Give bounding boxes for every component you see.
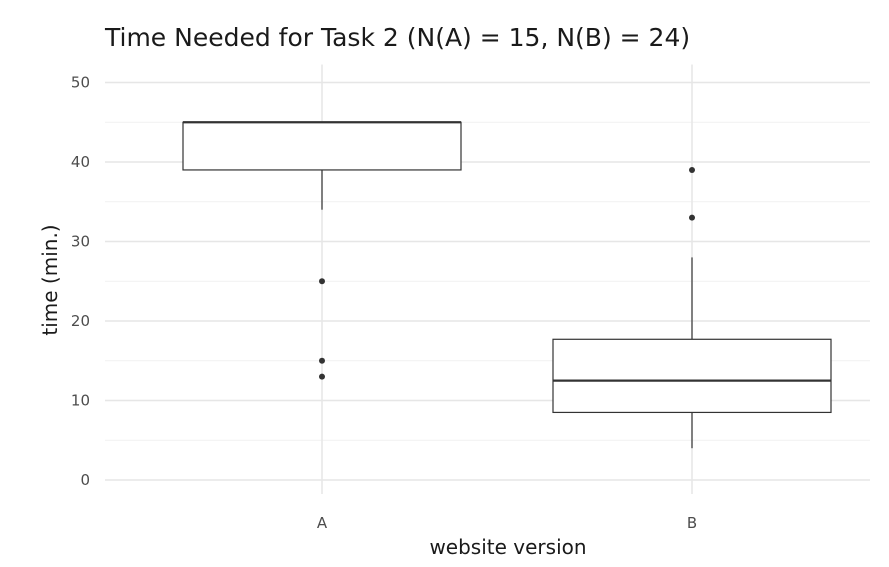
outlier-point [689,214,695,221]
chart-title: Time Needed for Task 2 (N(A) = 15, N(B) … [104,23,690,52]
y-tick-label: 30 [71,233,90,251]
x-axis-title: website version [429,535,586,559]
box-group-A [182,121,462,380]
outlier-point [319,278,325,285]
y-axis-title: time (min.) [38,224,62,335]
iqr-box [182,121,462,171]
x-tick-label: A [317,514,328,532]
y-tick-label: 40 [71,153,90,171]
y-tick-label: 20 [71,312,90,330]
y-tick-label: 50 [71,74,90,92]
outlier-point [319,373,325,380]
outlier-point [319,357,325,364]
box-group-B [552,166,832,449]
x-tick-label: B [687,514,697,532]
iqr-box [552,338,832,414]
y-tick-label: 10 [71,392,90,410]
outlier-point [689,166,695,173]
y-tick-labels: 0 10 20 30 40 50 [71,74,90,490]
y-tick-label: 0 [80,471,90,489]
marks-layer [182,121,832,449]
